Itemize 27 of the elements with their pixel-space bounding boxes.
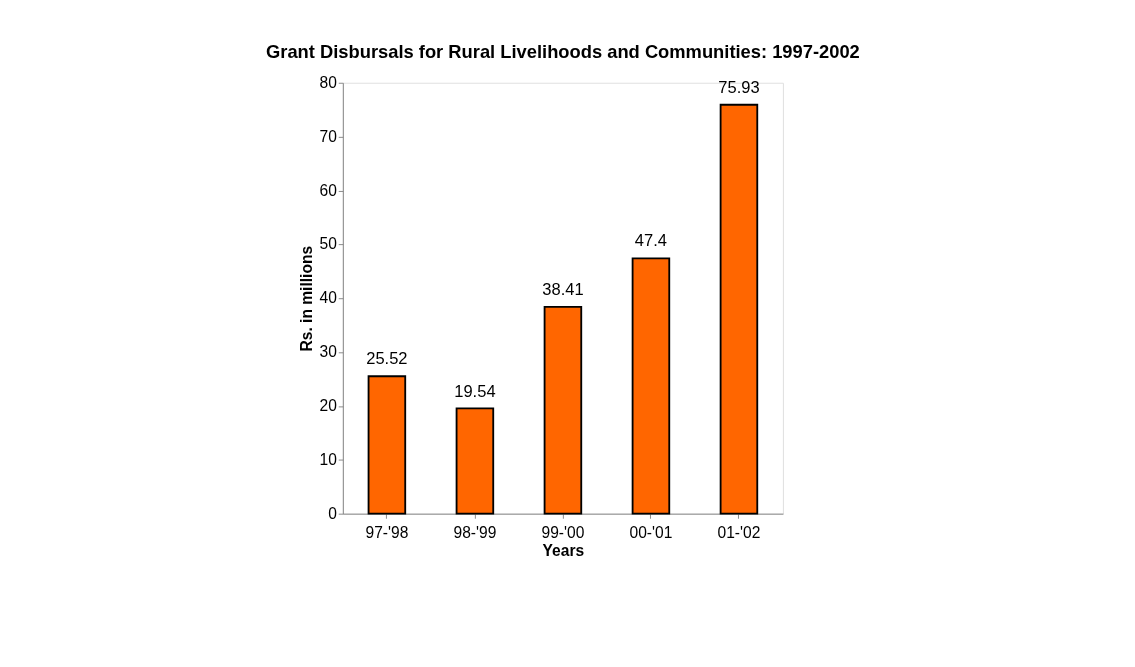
y-tick-label: 0 xyxy=(328,504,338,522)
y-tick-label: 40 xyxy=(319,289,338,307)
x-axis-title: Years xyxy=(542,542,585,560)
bar xyxy=(455,407,495,515)
y-tick-label: 20 xyxy=(319,397,338,415)
bar xyxy=(631,257,671,515)
y-tick-label: 60 xyxy=(319,181,338,199)
data-label: 47.4 xyxy=(634,231,667,250)
data-label: 19.54 xyxy=(454,381,496,400)
y-tick-label: 50 xyxy=(319,235,338,253)
bar xyxy=(543,305,583,515)
data-label: 75.93 xyxy=(718,77,760,96)
bar xyxy=(719,103,759,515)
y-tick-label: 30 xyxy=(319,343,338,361)
chart-title: Grant Disbursals for Rural Livelihoods and Communities: 1997-2002 xyxy=(266,41,860,63)
data-label: 25.52 xyxy=(366,349,408,368)
x-tick-label: 97-'98 xyxy=(365,523,409,541)
y-axis-title: Rs. in millions xyxy=(298,245,316,352)
x-tick-label: 98-'99 xyxy=(453,523,497,541)
y-tick-label: 70 xyxy=(319,127,338,145)
y-tick-label: 10 xyxy=(319,450,338,468)
bar xyxy=(367,375,407,515)
y-tick-label: 80 xyxy=(319,73,338,91)
x-tick-label: 99-'00 xyxy=(541,523,585,541)
x-tick-label: 01-'02 xyxy=(717,523,761,541)
data-label: 38.41 xyxy=(542,279,584,298)
x-tick-label: 00-'01 xyxy=(629,523,673,541)
